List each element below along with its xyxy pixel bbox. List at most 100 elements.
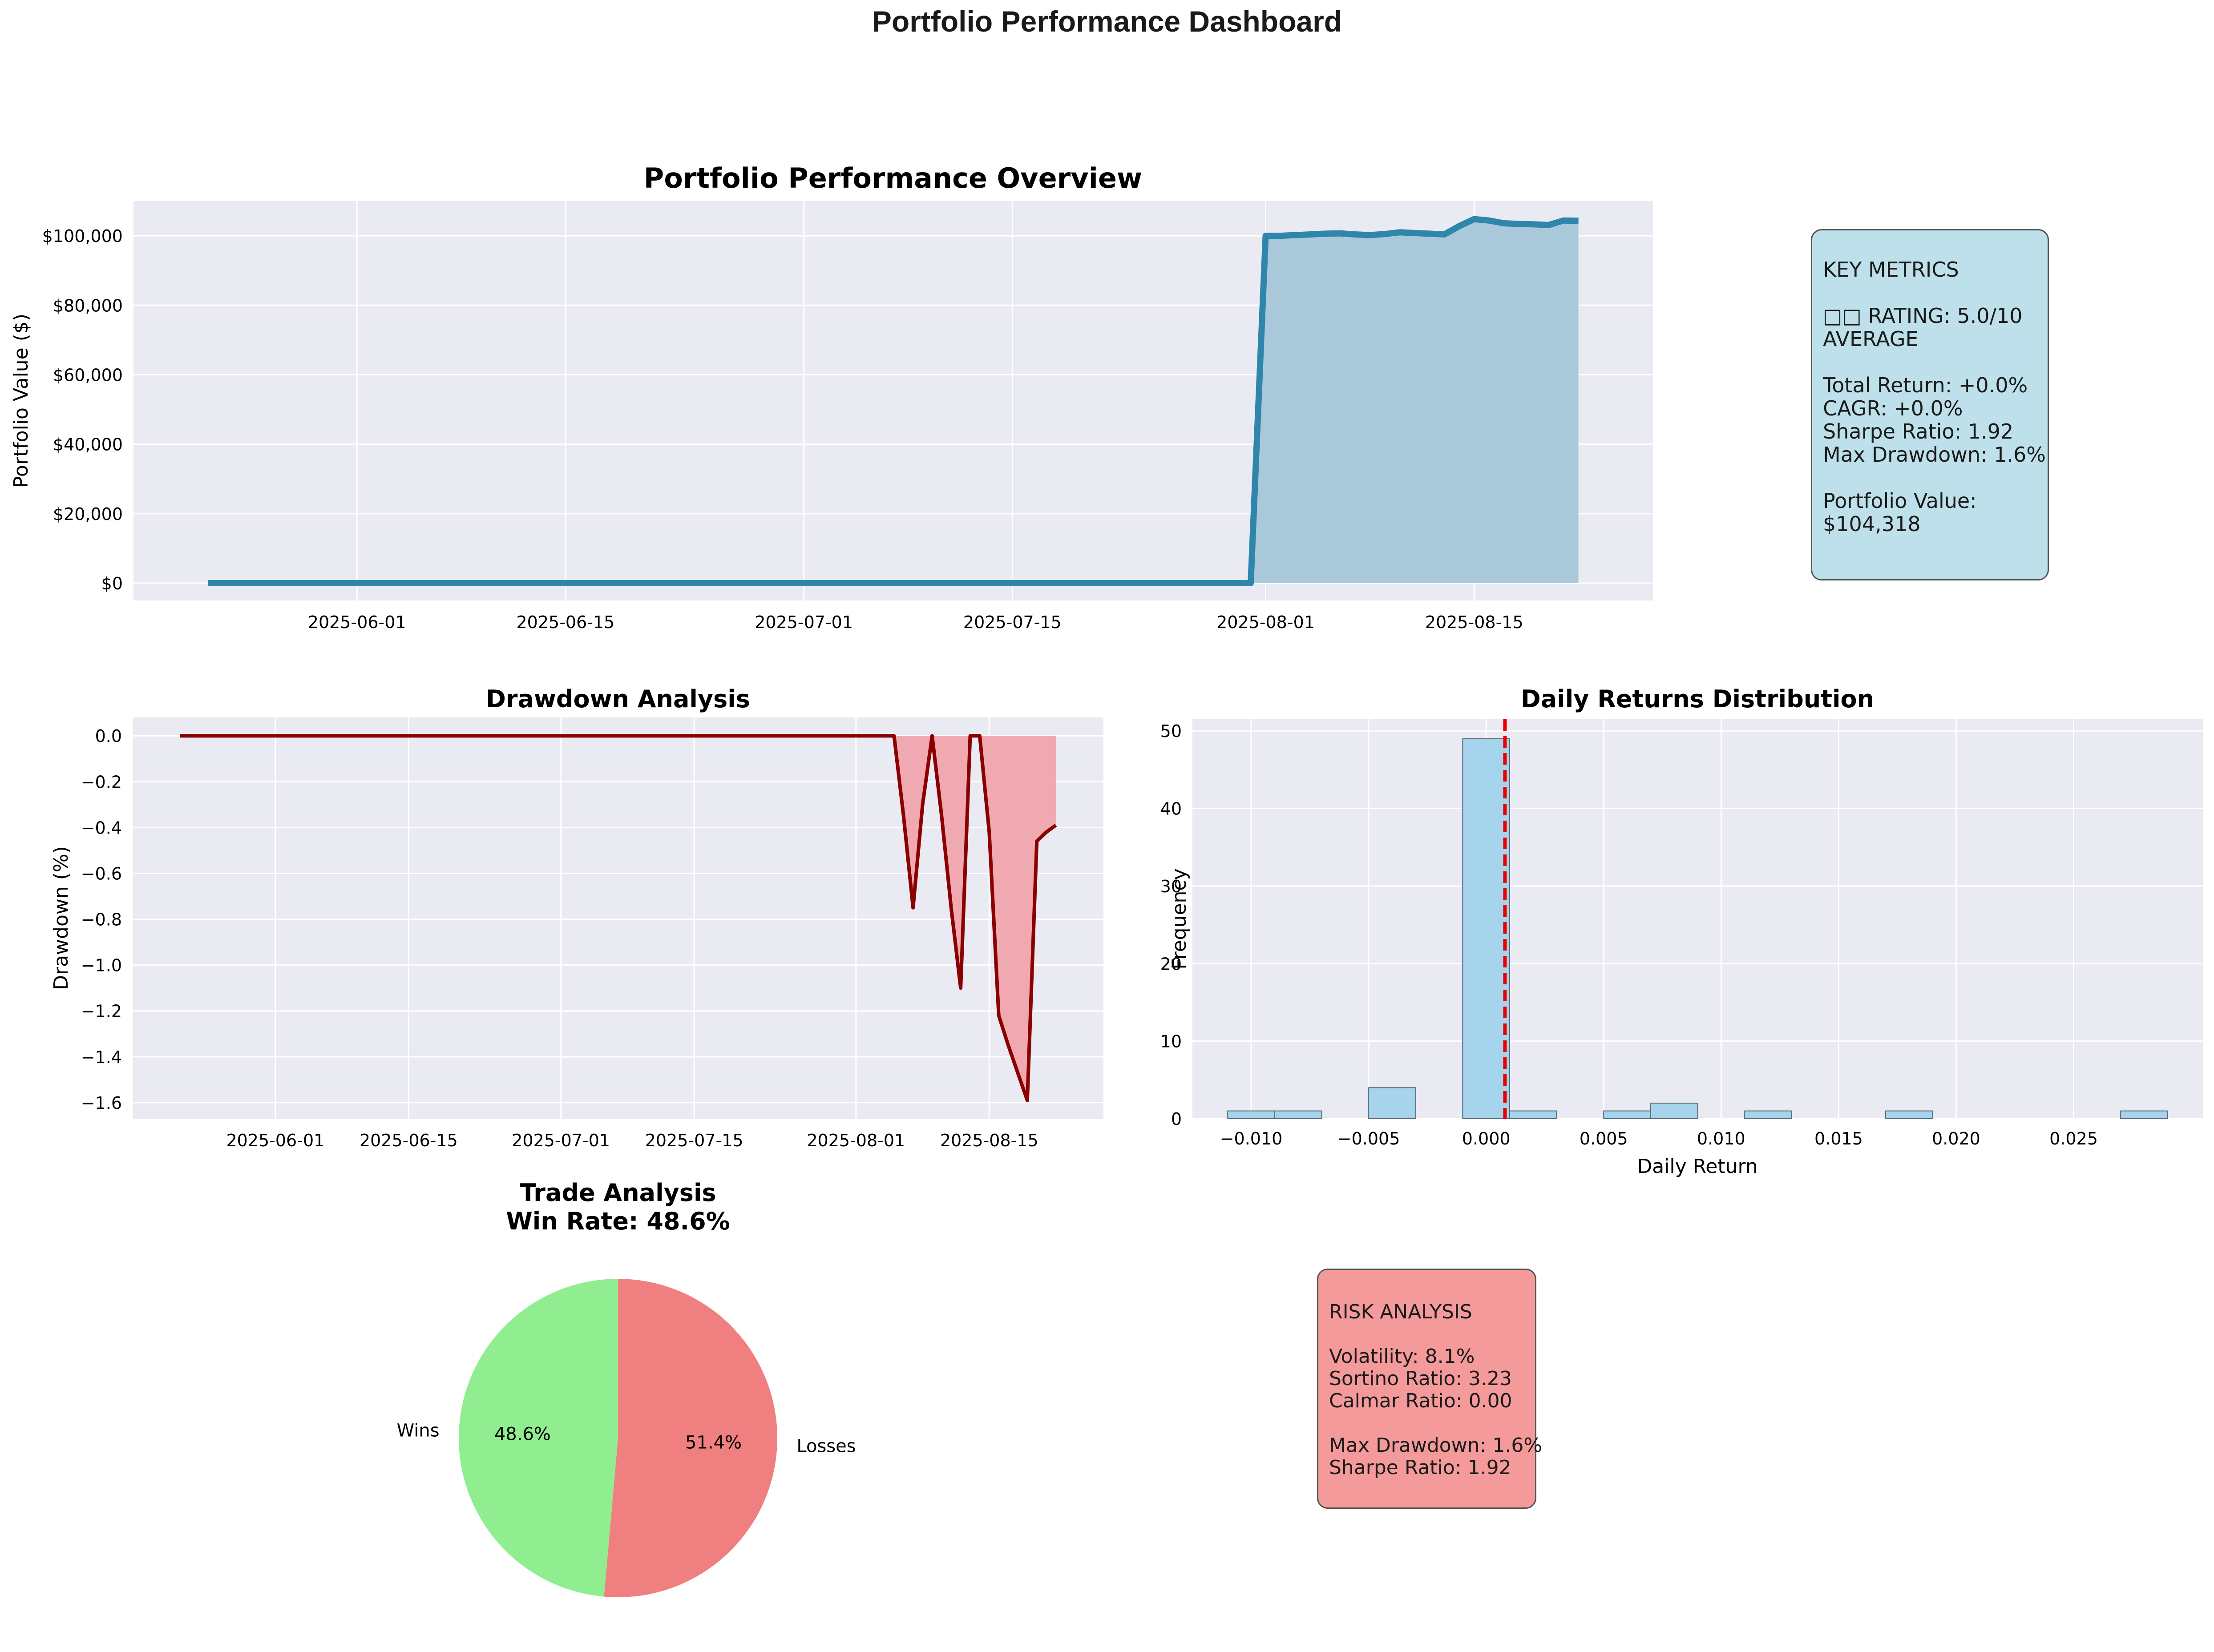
portfolio-value-line — [208, 216, 1579, 586]
histogram-bar — [2120, 1110, 2168, 1119]
histogram-x-axis-label: Daily Return — [1637, 1155, 1757, 1178]
x-tick-label: 0.005 — [1580, 1129, 1628, 1148]
rating-line: □□ RATING: 5.0/10 — [1823, 304, 2023, 328]
y-tick-label: 50 — [1160, 721, 1182, 741]
x-tick-label: −0.005 — [1337, 1129, 1400, 1148]
drawdown-chart-title: Drawdown Analysis — [486, 685, 750, 713]
pie-chart-subtitle: Win Rate: 48.6% — [506, 1207, 730, 1235]
histogram-plot-area — [1192, 719, 2203, 1119]
x-tick-label: 0.000 — [1462, 1129, 1511, 1148]
y-tick-label: $80,000 — [53, 296, 123, 315]
cagr: CAGR: +0.0% — [1823, 396, 1963, 420]
portfolio-value-label: Portfolio Value: — [1823, 489, 1977, 513]
histogram-bar — [1650, 1103, 1698, 1120]
pie-slice-wins — [459, 1279, 618, 1597]
portfolio-value-area — [208, 219, 1579, 583]
histogram-bar — [1274, 1110, 1322, 1119]
y-tick-label: −0.4 — [81, 818, 122, 838]
y-tick-label: −1.6 — [81, 1093, 122, 1113]
x-tick-label: 2025-08-01 — [1216, 612, 1315, 632]
x-tick-label: −0.010 — [1220, 1129, 1283, 1148]
x-tick-label: 2025-06-15 — [360, 1131, 458, 1150]
pie-percent-wins: 48.6% — [494, 1424, 551, 1445]
y-tick-label: 30 — [1160, 877, 1182, 896]
key-metrics-heading: KEY METRICS — [1823, 258, 1959, 282]
portfolio-chart: $0 $20,000 $40,000 $60,000 $80,000 $100,000 2… — [10, 162, 1653, 632]
y-tick-label: −0.6 — [81, 864, 122, 883]
histogram-y-ticks: 0 10 20 30 40 50 — [1160, 721, 1182, 1129]
histogram-bar — [1227, 1110, 1275, 1119]
pie-label-losses: Losses — [796, 1436, 856, 1456]
histogram-bar — [1462, 738, 1510, 1120]
sortino-ratio: Sortino Ratio: 3.23 — [1329, 1367, 1512, 1390]
y-tick-label: $100,000 — [42, 226, 123, 246]
x-tick-label: 0.020 — [1932, 1129, 1980, 1148]
x-tick-label: 2025-07-15 — [963, 612, 1062, 632]
x-tick-label: 0.010 — [1697, 1129, 1745, 1148]
histogram-bar — [1885, 1110, 1933, 1119]
y-tick-label: 40 — [1160, 799, 1182, 819]
returns-histogram: 0 10 20 30 40 50 −0.010 −0.005 0.000 0.005 0.010 0… — [1160, 685, 2203, 1178]
portfolio-chart-title: Portfolio Performance Overview — [644, 162, 1142, 194]
drawdown-y-ticks: 0.0 −0.2 −0.4 −0.6 −0.8 −1.0 −1.2 −1.4 −1.6 — [81, 726, 122, 1113]
calmar-ratio: Calmar Ratio: 0.00 — [1329, 1390, 1512, 1412]
pie-chart-title: Trade Analysis — [520, 1179, 716, 1207]
x-tick-label: 2025-06-01 — [308, 612, 406, 632]
y-tick-label: $20,000 — [53, 504, 123, 524]
histogram-chart-title: Daily Returns Distribution — [1521, 685, 1874, 713]
x-tick-label: 0.015 — [1814, 1129, 1863, 1148]
histogram-x-ticks: −0.010 −0.005 0.000 0.005 0.010 0.015 0.020 0.0… — [1220, 1129, 2098, 1148]
histogram-bars — [1227, 738, 2168, 1120]
trade-pie-chart: Trade Analysis Win Rate: 48.6% 48.6% 51.… — [397, 1179, 856, 1598]
risk-sharpe-ratio: Sharpe Ratio: 1.92 — [1329, 1456, 1511, 1479]
histogram-bar — [1603, 1110, 1651, 1119]
dashboard-title: Portfolio Performance Dashboard — [872, 5, 1342, 38]
drawdown-line — [180, 734, 1057, 1102]
x-tick-label: 2025-08-01 — [807, 1131, 905, 1150]
x-tick-label: 2025-06-15 — [517, 612, 615, 632]
drawdown-y-axis-label: Drawdown (%) — [50, 846, 73, 990]
y-tick-label: 20 — [1160, 954, 1182, 974]
rating-label: AVERAGE — [1823, 327, 1919, 351]
x-tick-label: 2025-07-15 — [645, 1131, 743, 1150]
histogram-bar — [1509, 1110, 1557, 1119]
risk-analysis-heading: RISK ANALYSIS — [1329, 1301, 1472, 1323]
sharpe-ratio: Sharpe Ratio: 1.92 — [1823, 419, 2014, 443]
pie-label-wins: Wins — [397, 1421, 440, 1441]
x-tick-label: 2025-06-01 — [226, 1131, 324, 1150]
histogram-y-axis-label: Frequency — [1168, 868, 1191, 969]
y-tick-label: $40,000 — [53, 435, 123, 455]
key-metrics-box: KEY METRICS □□ RATING: 5.0/10 AVERAGE To… — [1811, 229, 2049, 580]
total-return: Total Return: +0.0% — [1823, 373, 2028, 397]
drawdown-x-ticks: 2025-06-01 2025-06-15 2025-07-01 2025-07-15… — [226, 1131, 1038, 1150]
pie-slice-losses — [604, 1279, 778, 1598]
y-tick-label: −0.2 — [81, 772, 122, 792]
y-tick-label: 10 — [1160, 1032, 1182, 1052]
x-tick-label: 0.025 — [2049, 1129, 2098, 1148]
x-tick-label: 2025-08-15 — [1425, 612, 1523, 632]
risk-max-drawdown: Max Drawdown: 1.6% — [1329, 1434, 1543, 1457]
portfolio-value: $104,318 — [1823, 512, 1921, 536]
x-tick-label: 2025-07-01 — [512, 1131, 610, 1150]
max-drawdown: Max Drawdown: 1.6% — [1823, 443, 2046, 467]
y-tick-label: −1.0 — [81, 956, 122, 975]
y-tick-label: $60,000 — [53, 365, 123, 385]
y-tick-label: −1.2 — [81, 1002, 122, 1021]
drawdown-chart: 0.0 −0.2 −0.4 −0.6 −0.8 −1.0 −1.2 −1.4 −1.6 2025… — [50, 685, 1103, 1150]
y-tick-label: 0.0 — [95, 726, 122, 746]
histogram-bar — [1368, 1087, 1416, 1120]
risk-analysis-box: RISK ANALYSIS Volatility: 8.1% Sortino R… — [1317, 1269, 1543, 1509]
x-tick-label: 2025-08-15 — [940, 1131, 1038, 1150]
y-tick-label: −1.4 — [81, 1048, 122, 1067]
y-tick-label: $0 — [101, 574, 123, 593]
x-tick-label: 2025-07-01 — [755, 612, 853, 632]
histogram-bar — [1744, 1110, 1792, 1119]
y-tick-label: −0.8 — [81, 910, 122, 930]
portfolio-y-ticks: $0 $20,000 $40,000 $60,000 $80,000 $100,000 — [42, 226, 123, 593]
portfolio-x-ticks: 2025-06-01 2025-06-15 2025-07-01 2025-07-15… — [308, 612, 1523, 632]
y-tick-label: 0 — [1171, 1109, 1182, 1129]
portfolio-y-axis-label: Portfolio Value ($) — [10, 314, 32, 488]
pie-percent-losses: 51.4% — [685, 1432, 742, 1453]
volatility: Volatility: 8.1% — [1329, 1345, 1475, 1368]
